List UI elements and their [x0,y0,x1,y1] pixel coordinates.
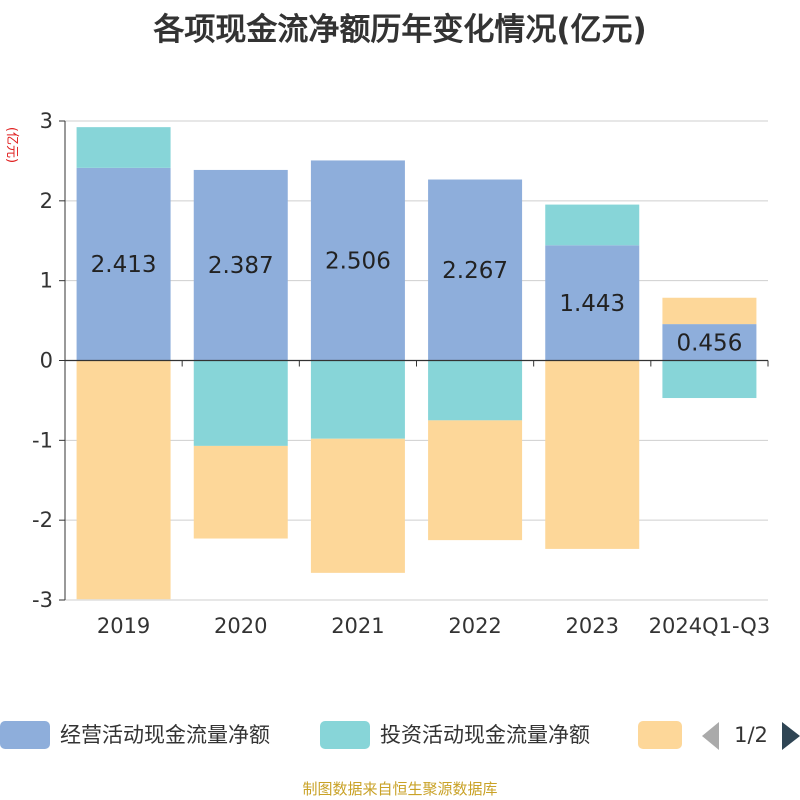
x-tick-label: 2019 [97,614,150,638]
data-labels: 2.413 2.387 2.506 2.267 1.443 0.456 [91,248,743,356]
bar-2020-series2 [193,445,288,539]
legend-swatch-financing[interactable] [638,721,682,749]
x-tick-label: 2024Q1-Q3 [649,614,771,638]
x-tick-label: 2021 [331,614,384,638]
bar-2024Q1-Q3-series2 [662,297,757,325]
x-tick-label: 2023 [566,614,619,638]
axes: 3 2 1 0 -1 -2 -3 2019 2020 2021 2022 2023 2024Q1-Q3 [32,109,770,638]
bar-2024Q1-Q3-series0 [662,324,757,361]
bar-2020-series0 [193,169,288,361]
legend-swatch-investing[interactable] [320,721,370,749]
bar-value-label: 2.413 [91,252,157,278]
x-tick-label: 2022 [448,614,501,638]
bar-value-label: 0.456 [676,330,742,356]
bar-2022-series0 [428,179,523,361]
bar-value-label: 2.506 [325,248,391,274]
legend-label-operating[interactable]: 经营活动现金流量净额 [60,723,270,747]
bar-2023-series0 [545,245,640,361]
bar-2021-series2 [310,438,405,573]
bar-value-label: 2.267 [442,258,508,284]
legend: 经营活动现金流量净额 投资活动现金流量净额 1/2 [0,721,800,750]
source-footer: 制图数据来自恒生聚源数据库 [302,780,498,798]
bar-2022-series1 [428,360,523,421]
legend-prev-page-icon[interactable] [702,722,719,750]
bar-2019-series0 [76,167,171,361]
bar-2023-series2 [545,360,640,549]
y-tick-label: 3 [40,109,53,133]
bar-value-label: 1.443 [559,291,625,317]
bar-2020-series1 [193,360,288,446]
y-tick-label: -1 [32,428,53,452]
legend-swatch-operating[interactable] [0,721,50,749]
bar-2021-series0 [310,160,405,361]
y-tick-label: 1 [40,269,53,293]
legend-next-page-icon[interactable] [782,722,800,750]
bar-2024Q1-Q3-series1 [662,360,757,399]
bar-2023-series1 [545,204,640,246]
y-axis-label: (亿元) [4,127,19,163]
bar-2022-series2 [428,420,523,541]
legend-label-investing[interactable]: 投资活动现金流量净额 [380,723,590,747]
y-tick-label: 0 [40,349,53,373]
bar-2019-series2 [76,360,171,600]
y-tick-label: -2 [32,508,53,532]
bars [76,127,757,600]
x-tick-label: 2020 [214,614,267,638]
legend-page-indicator: 1/2 [734,723,768,747]
y-tick-label: -3 [32,588,53,612]
bar-value-label: 2.387 [208,253,274,279]
bar-2019-series1 [76,127,171,168]
bar-2021-series1 [310,360,405,439]
chart-title: 各项现金流净额历年变化情况(亿元) [153,12,647,48]
y-tick-label: 2 [40,189,53,213]
